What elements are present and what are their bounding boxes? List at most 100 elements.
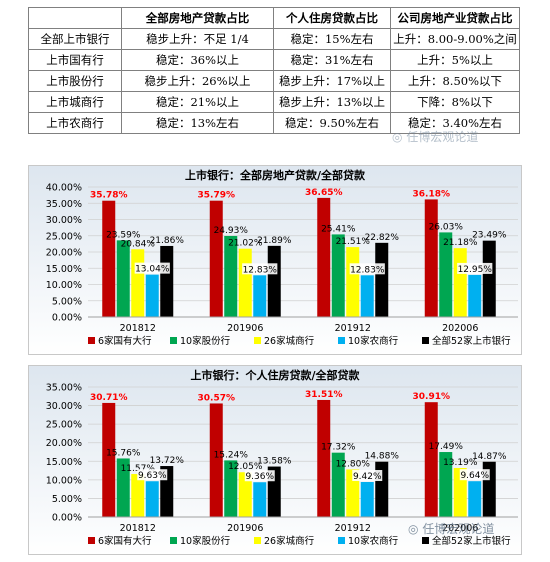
data-label: 9.36% — [245, 472, 274, 482]
data-label: 15.76% — [106, 448, 141, 458]
table-cell: 稳定：31%左右 — [273, 49, 391, 71]
table-cell: 稳定：9.50%左右 — [273, 112, 391, 134]
legend-label: 10家农商行 — [348, 535, 399, 547]
data-label: 22.82% — [365, 233, 400, 243]
bar — [116, 240, 130, 317]
data-label: 35.79% — [198, 191, 236, 201]
legend-swatch — [422, 337, 429, 344]
data-label: 35.78% — [90, 191, 128, 201]
bar — [253, 482, 267, 517]
bar — [439, 232, 453, 317]
bar — [224, 235, 238, 317]
y-tick-label: 15.00% — [46, 457, 82, 468]
data-label: 21.02% — [228, 239, 263, 249]
data-label: 9.64% — [460, 471, 489, 481]
bar — [238, 472, 252, 517]
data-label: 15.24% — [214, 450, 249, 460]
bar — [116, 458, 130, 517]
bar — [102, 402, 116, 517]
bar — [360, 275, 374, 317]
column-header: 公司房地产业贷款占比 — [390, 7, 520, 29]
data-label: 23.49% — [472, 231, 507, 241]
chart-svg: 上市银行：个人住房贷款/全部贷款 0.00% 5.00% 10.00% 15.00% 20… — [28, 365, 522, 555]
data-label: 11.57% — [121, 464, 156, 474]
bar — [145, 481, 159, 517]
bar — [224, 460, 238, 517]
bar — [331, 234, 345, 317]
y-tick-label: 35.00% — [46, 383, 82, 394]
data-label: 14.87% — [472, 452, 507, 462]
x-tick-label: 202006 — [442, 323, 478, 334]
data-label: 12.05% — [228, 462, 263, 472]
data-label-box — [352, 470, 383, 482]
bar — [253, 275, 267, 317]
legend-swatch — [88, 537, 95, 544]
chart-svg: 上市银行：全部房地产贷款/全部贷款 0.00% 5.00% 10.00% 15.00% 2… — [28, 165, 522, 355]
x-tick-label: 202006 — [442, 523, 478, 534]
data-label: 24.93% — [214, 226, 249, 236]
table-cell: 稳步上升：不足 1/4 — [121, 28, 274, 50]
data-label: 12.83% — [350, 265, 385, 275]
data-label: 36.18% — [413, 189, 451, 199]
data-label: 13.58% — [257, 457, 292, 467]
bar — [131, 474, 145, 517]
data-label: 31.51% — [305, 390, 343, 400]
x-tick-label: 201912 — [335, 323, 371, 334]
bar — [267, 245, 281, 317]
table-cell: 稳定：13%左右 — [121, 112, 274, 134]
row-header: 上市农商行 — [28, 112, 122, 134]
legend-swatch — [422, 537, 429, 544]
y-tick-label: 20.00% — [46, 438, 82, 449]
y-tick-label: 25.00% — [46, 231, 82, 242]
bar — [346, 247, 360, 317]
data-label: 20.84% — [121, 239, 156, 249]
table-cell: 稳步上升：26%以上 — [121, 70, 274, 92]
data-label: 17.32% — [321, 443, 356, 453]
data-label: 25.41% — [321, 224, 356, 234]
y-tick-label: 30.00% — [46, 401, 82, 412]
data-label: 21.89% — [257, 236, 292, 246]
legend-label: 全部52家上市银行 — [432, 535, 511, 547]
legend-swatch — [170, 337, 177, 344]
data-label-box — [349, 263, 385, 275]
data-label: 13.19% — [443, 458, 478, 468]
bar — [468, 274, 482, 317]
bar — [482, 240, 496, 317]
chart-mortgage-loans: 上市银行：个人住房贷款/全部贷款 0.00% 5.00% 10.00% 15.00% 20… — [28, 365, 522, 555]
legend-label: 10家农商行 — [348, 335, 399, 347]
data-label: 13.72% — [150, 456, 185, 466]
column-header: 个人住房贷款占比 — [273, 7, 391, 29]
bar — [424, 199, 438, 317]
table-cell: 下降：8%以下 — [390, 91, 520, 113]
bar — [346, 469, 360, 517]
y-tick-label: 0.00% — [52, 313, 82, 324]
legend-label: 26家城商行 — [264, 335, 315, 347]
chart-title: 上市银行：个人住房贷款/全部贷款 — [190, 368, 360, 382]
bar — [424, 402, 438, 517]
legend-swatch — [254, 537, 261, 544]
table-cell: 稳定：15%左右 — [273, 28, 391, 50]
data-label: 26.03% — [429, 222, 464, 232]
bar — [209, 200, 223, 317]
legend-label: 6家国有大行 — [98, 535, 152, 547]
y-tick-label: 15.00% — [46, 264, 82, 275]
bar — [209, 403, 223, 517]
data-label: 12.83% — [243, 265, 278, 275]
table-cell: 稳步上升：13%以上 — [273, 91, 391, 113]
data-label-box — [134, 262, 170, 274]
y-tick-label: 0.00% — [52, 513, 82, 524]
bar — [453, 468, 467, 517]
row-header: 上市城商行 — [28, 91, 122, 113]
table-row: 上市股份行 稳步上升：26%以上 稳步上升：17%以上 上升：8.50%以下 — [28, 70, 520, 92]
legend-swatch — [88, 337, 95, 344]
data-label: 13.04% — [135, 265, 170, 275]
y-tick-label: 5.00% — [52, 296, 82, 307]
chart-title: 上市银行：全部房地产贷款/全部贷款 — [185, 168, 366, 182]
table-cell: 稳定：3.40%左右 — [390, 112, 520, 134]
bar — [238, 248, 252, 317]
row-header: 上市股份行 — [28, 70, 122, 92]
row-header: 上市国有行 — [28, 49, 122, 71]
legend-label: 全部52家上市银行 — [432, 335, 511, 347]
data-label: 14.88% — [365, 452, 400, 462]
table-header-row: 全部房地产贷款占比 个人住房贷款占比 公司房地产业贷款占比 — [28, 7, 520, 29]
